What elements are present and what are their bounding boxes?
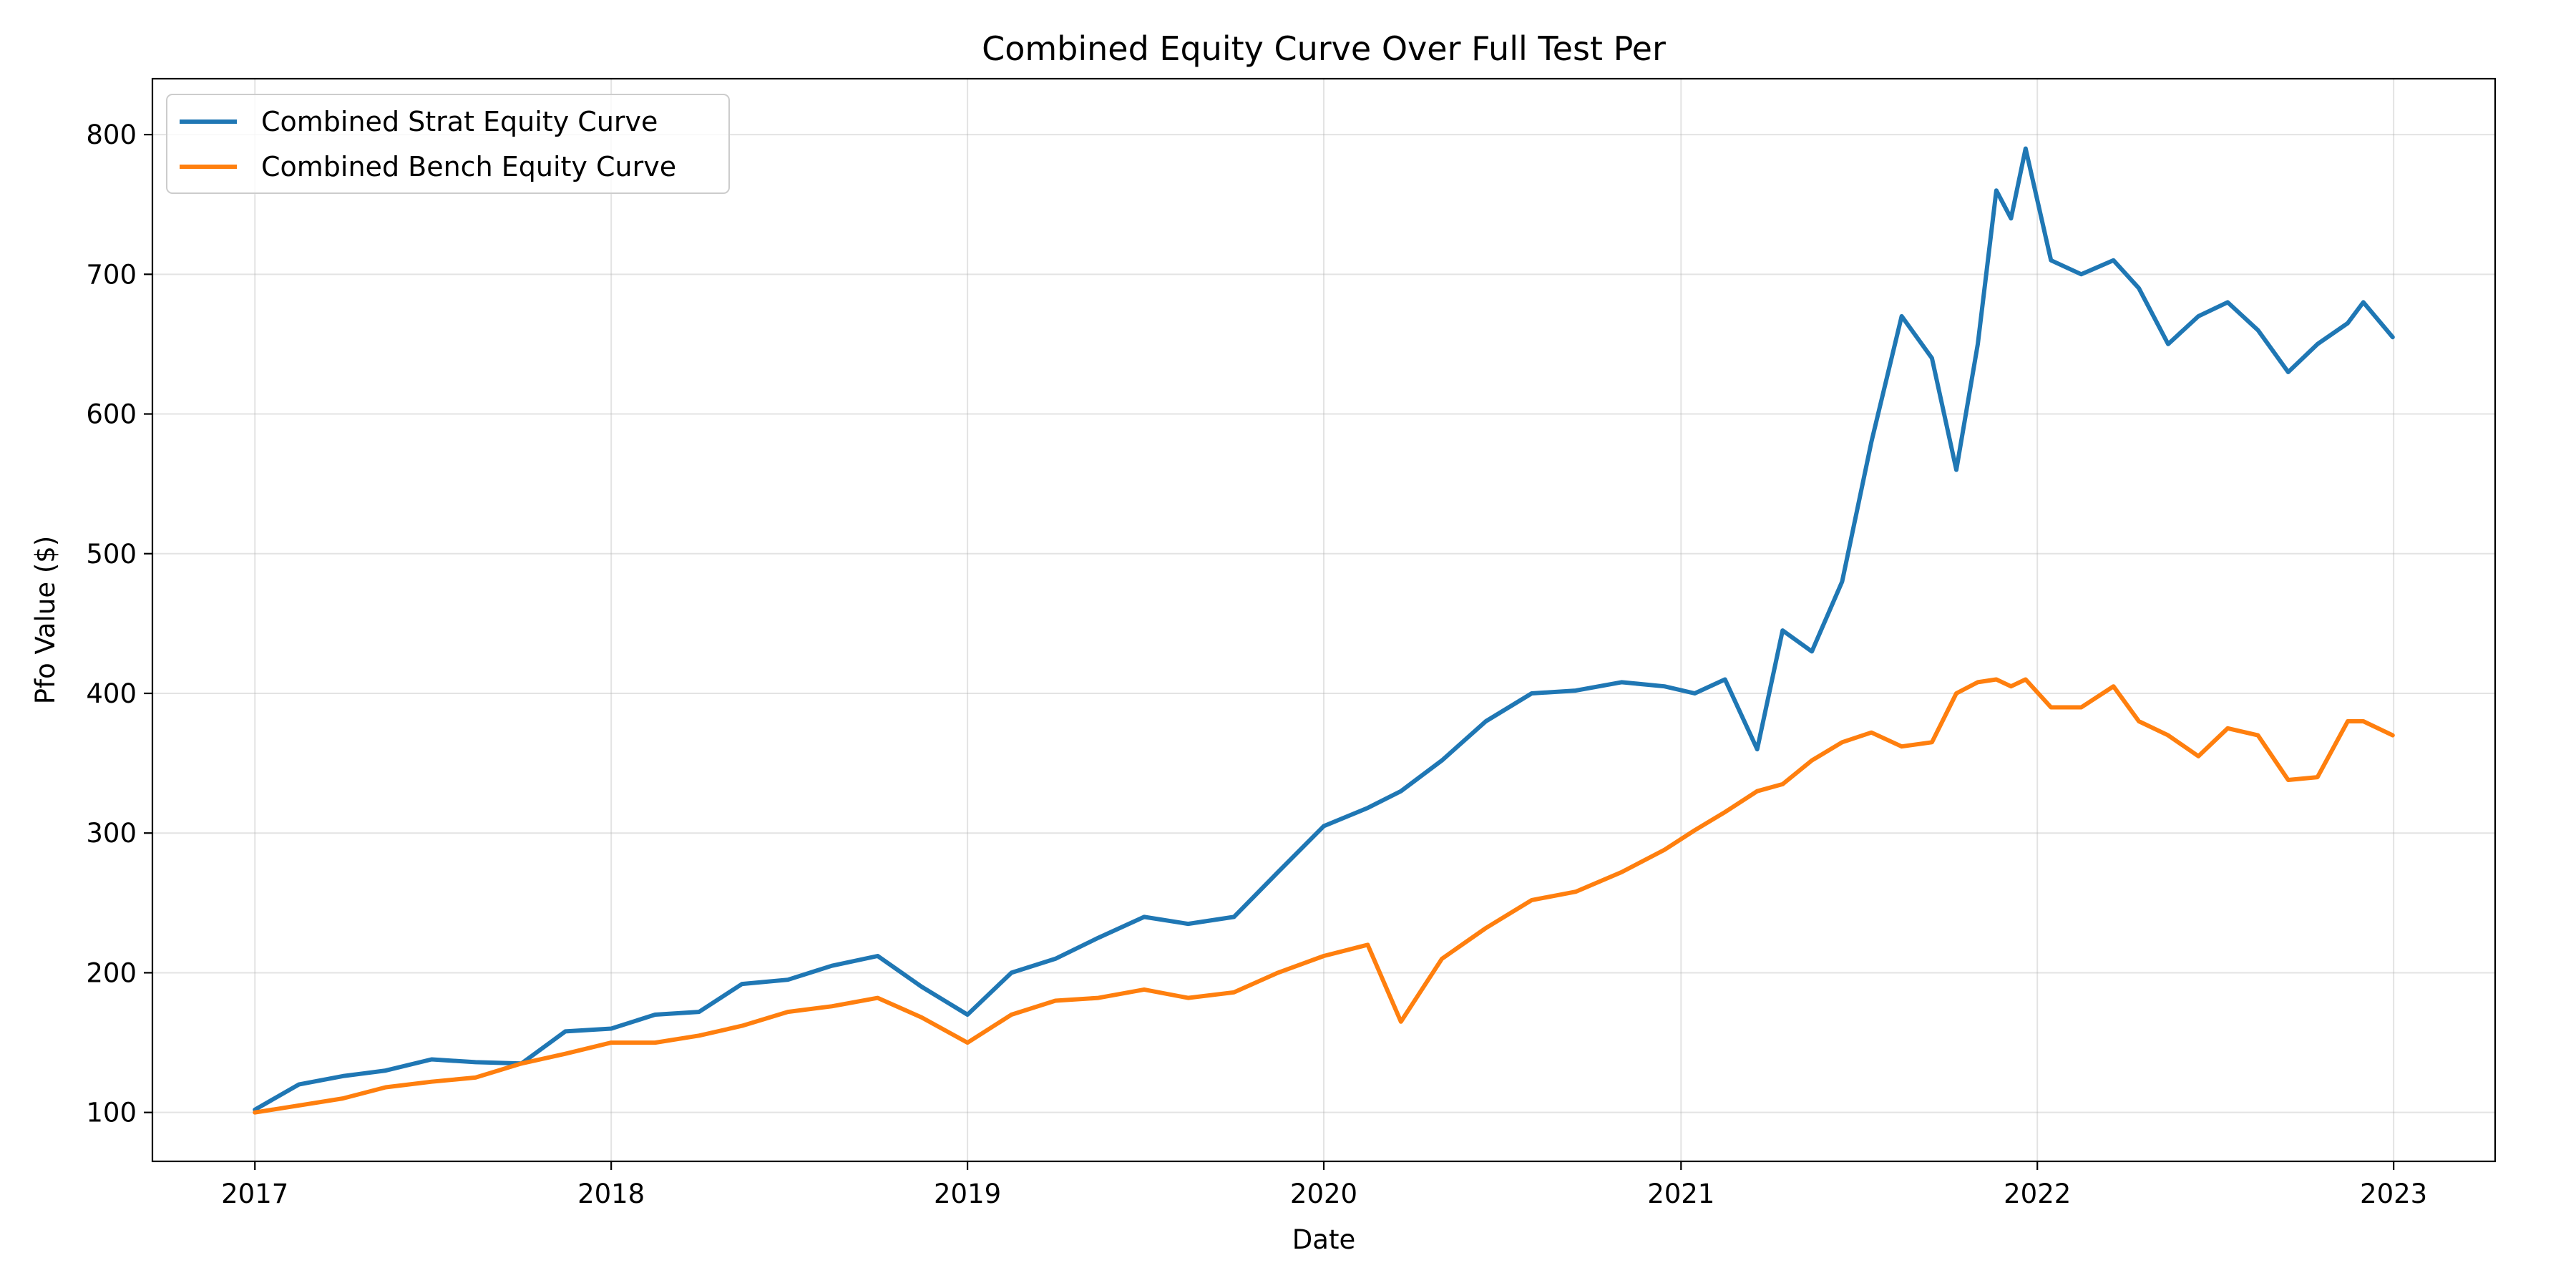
y-tick-label: 500 <box>86 539 137 570</box>
x-tick-label: 2018 <box>577 1179 645 1209</box>
series-line-1 <box>253 677 2395 1115</box>
x-tick-label: 2023 <box>2360 1179 2427 1209</box>
y-tick-label: 800 <box>86 119 137 150</box>
legend-label: Combined Bench Equity Curve <box>261 151 676 182</box>
x-tick-label: 2021 <box>1647 1179 1714 1209</box>
x-tick-label: 2017 <box>221 1179 288 1209</box>
legend-label: Combined Strat Equity Curve <box>261 106 658 137</box>
ticks-layer: 2017 2018 2019 2020 2021 2022 2023 100 200 300 400… <box>86 119 2427 1209</box>
y-axis-label: Pfo Value ($) <box>30 536 61 705</box>
x-axis-label: Date <box>1292 1224 1355 1255</box>
y-tick-label: 400 <box>86 678 137 709</box>
legend: Combined Strat Equity Curve Combined Benc… <box>166 94 730 194</box>
y-tick-label: 600 <box>86 399 137 430</box>
y-tick-label: 200 <box>86 957 137 988</box>
y-tick-label: 700 <box>86 259 137 290</box>
x-tick-label: 2020 <box>1290 1179 1357 1209</box>
y-tick-label: 100 <box>86 1098 137 1128</box>
y-tick-label: 300 <box>86 818 137 849</box>
x-tick-label: 2019 <box>934 1179 1001 1209</box>
chart-title: Combined Equity Curve Over Full Test Per <box>982 29 1666 68</box>
legend-box <box>166 94 730 194</box>
grid-layer <box>152 79 2495 1161</box>
series-line-0 <box>253 146 2395 1112</box>
series-layer <box>253 146 2395 1115</box>
x-tick-label: 2022 <box>2004 1179 2071 1209</box>
